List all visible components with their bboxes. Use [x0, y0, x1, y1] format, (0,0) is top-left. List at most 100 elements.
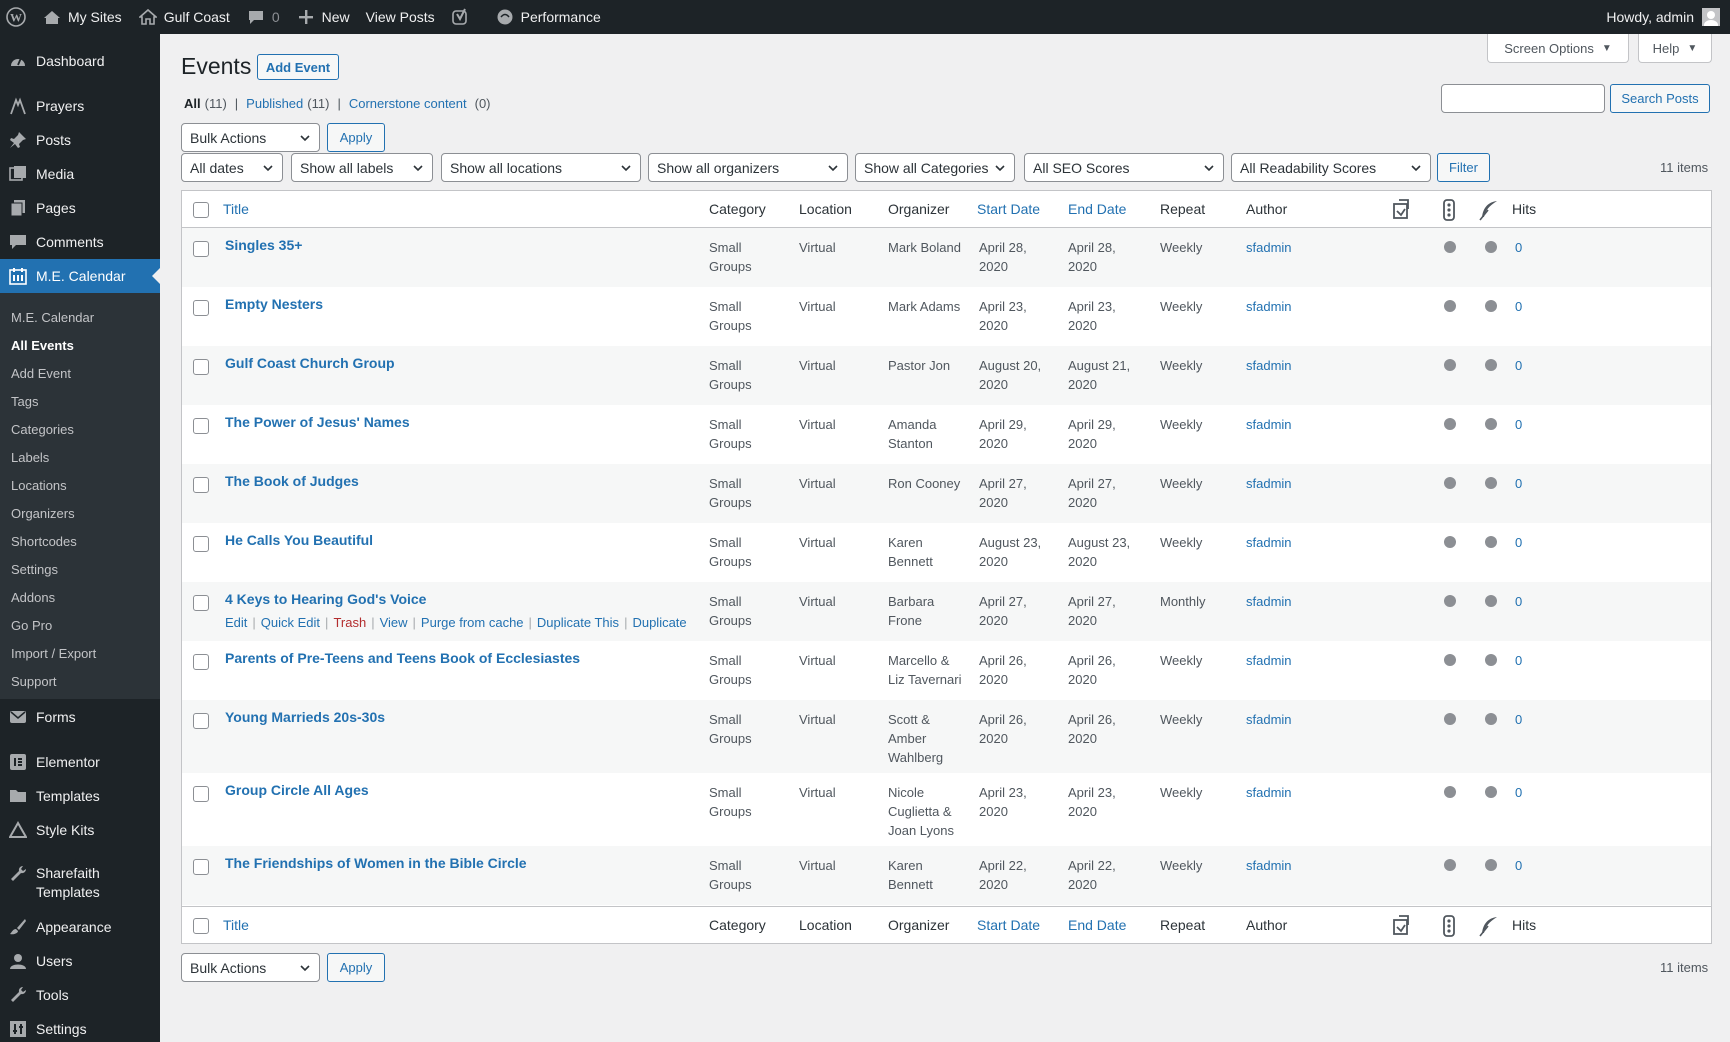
submenu-go-pro[interactable]: Go Pro [11, 618, 53, 633]
author-link[interactable]: sfadmin [1246, 594, 1292, 609]
author-link[interactable]: sfadmin [1246, 785, 1292, 800]
row-action-duplicate-this[interactable]: Duplicate This [536, 615, 620, 630]
view-published-link[interactable]: Published [246, 96, 304, 111]
row-checkbox[interactable] [193, 300, 209, 316]
hits-link[interactable]: 0 [1515, 358, 1523, 373]
hits-link[interactable]: 0 [1515, 785, 1523, 800]
event-title-link[interactable]: The Book of Judges [225, 473, 359, 489]
event-title-link[interactable]: 4 Keys to Hearing God's Voice [225, 591, 427, 607]
author-link[interactable]: sfadmin [1246, 653, 1292, 668]
new-content-menu[interactable]: New [288, 0, 358, 34]
site-name-menu[interactable]: Gulf Coast [130, 0, 238, 34]
author-link[interactable]: sfadmin [1246, 476, 1292, 491]
menu-pages[interactable]: Pages [0, 191, 160, 225]
menu-dashboard[interactable]: Dashboard [0, 44, 160, 78]
view-cornerstone-link[interactable]: Cornerstone content [348, 96, 467, 111]
menu-posts[interactable]: Posts [0, 123, 160, 157]
hits-link[interactable]: 0 [1515, 417, 1523, 432]
select-all-checkbox-footer[interactable] [193, 918, 209, 934]
submenu-labels[interactable]: Labels [11, 450, 50, 465]
submenu-organizers[interactable]: Organizers [11, 506, 75, 521]
column-title[interactable]: Title [223, 201, 249, 217]
hits-link[interactable]: 0 [1515, 240, 1523, 255]
my-sites-menu[interactable]: My Sites [34, 0, 130, 34]
author-link[interactable]: sfadmin [1246, 299, 1292, 314]
submenu-categories[interactable]: Categories [11, 422, 74, 437]
apply-button-bottom[interactable]: Apply [327, 953, 385, 982]
column-end-date[interactable]: End Date [1068, 201, 1127, 217]
menu-settings[interactable]: Settings [0, 1012, 160, 1042]
column-end-date-footer[interactable]: End Date [1068, 917, 1127, 933]
row-action-trash[interactable]: Trash [333, 615, 367, 630]
row-checkbox[interactable] [193, 595, 209, 611]
user-account-menu[interactable]: Howdy, admin [1598, 0, 1730, 34]
event-title-link[interactable]: Gulf Coast Church Group [225, 355, 395, 371]
row-action-edit[interactable]: Edit [225, 615, 248, 630]
help-button[interactable]: Help ▼ [1638, 34, 1712, 63]
categories-filter-select[interactable]: Show all Categories [855, 153, 1015, 182]
organizers-filter-select[interactable]: Show all organizers [648, 153, 848, 182]
menu-appearance[interactable]: Appearance [0, 910, 160, 944]
screen-options-button[interactable]: Screen Options ▼ [1487, 34, 1629, 63]
hits-link[interactable]: 0 [1515, 858, 1523, 873]
hits-link[interactable]: 0 [1515, 653, 1523, 668]
row-checkbox[interactable] [193, 654, 209, 670]
author-link[interactable]: sfadmin [1246, 712, 1292, 727]
select-all-checkbox[interactable] [193, 202, 209, 218]
author-link[interactable]: sfadmin [1246, 858, 1292, 873]
event-title-link[interactable]: The Friendships of Women in the Bible Ci… [225, 855, 527, 871]
bulk-actions-select-top[interactable]: Bulk Actions [181, 123, 320, 152]
row-checkbox[interactable] [193, 241, 209, 257]
column-title-footer[interactable]: Title [223, 917, 249, 933]
readability-scores-filter-select[interactable]: All Readability Scores [1231, 153, 1431, 182]
submenu-locations[interactable]: Locations [11, 478, 67, 493]
event-title-link[interactable]: Singles 35+ [225, 237, 303, 253]
submenu-support[interactable]: Support [11, 674, 57, 689]
row-action-duplicate[interactable]: Duplicate [632, 615, 687, 630]
menu-me-calendar[interactable]: M.E. Calendar [0, 259, 160, 293]
view-all-link[interactable]: All [184, 96, 201, 111]
menu-sharefaith-templates[interactable]: Sharefaith Templates [0, 864, 160, 910]
row-checkbox[interactable] [193, 713, 209, 729]
event-title-link[interactable]: The Power of Jesus' Names [225, 414, 410, 430]
filter-button[interactable]: Filter [1437, 153, 1490, 182]
menu-style-kits[interactable]: Style Kits [0, 813, 160, 847]
event-title-link[interactable]: Group Circle All Ages [225, 782, 369, 798]
author-link[interactable]: sfadmin [1246, 535, 1292, 550]
event-title-link[interactable]: Parents of Pre-Teens and Teens Book of E… [225, 650, 581, 666]
apply-button-top[interactable]: Apply [327, 123, 385, 152]
submenu-import-export[interactable]: Import / Export [11, 646, 97, 661]
menu-forms[interactable]: Forms [0, 700, 160, 734]
search-posts-button[interactable]: Search Posts [1610, 84, 1710, 113]
menu-prayers[interactable]: Prayers [0, 89, 160, 123]
row-action-view[interactable]: View [379, 615, 408, 630]
view-posts-link[interactable]: View Posts [358, 0, 443, 34]
comments-button[interactable]: 0 [238, 0, 288, 34]
hits-link[interactable]: 0 [1515, 535, 1523, 550]
hits-link[interactable]: 0 [1515, 594, 1523, 609]
column-start-date-footer[interactable]: Start Date [977, 917, 1041, 933]
row-action-quick-edit[interactable]: Quick Edit [260, 615, 321, 630]
row-checkbox[interactable] [193, 859, 209, 875]
hits-link[interactable]: 0 [1515, 712, 1523, 727]
performance-menu[interactable]: Performance [487, 0, 609, 34]
add-event-button[interactable]: Add Event [257, 54, 339, 80]
row-checkbox[interactable] [193, 359, 209, 375]
row-checkbox[interactable] [193, 786, 209, 802]
submenu-all-events[interactable]: All Events [11, 338, 74, 353]
hits-link[interactable]: 0 [1515, 299, 1523, 314]
author-link[interactable]: sfadmin [1246, 417, 1292, 432]
row-checkbox[interactable] [193, 477, 209, 493]
menu-users[interactable]: Users [0, 944, 160, 978]
menu-elementor[interactable]: Elementor [0, 745, 160, 779]
author-link[interactable]: sfadmin [1246, 240, 1292, 255]
menu-media[interactable]: Media [0, 157, 160, 191]
menu-tools[interactable]: Tools [0, 978, 160, 1012]
event-title-link[interactable]: He Calls You Beautiful [225, 532, 374, 548]
menu-comments[interactable]: Comments [0, 225, 160, 259]
labels-filter-select[interactable]: Show all labels [291, 153, 433, 182]
dates-filter-select[interactable]: All dates [181, 153, 283, 182]
submenu-tags[interactable]: Tags [11, 394, 39, 409]
submenu-settings[interactable]: Settings [11, 562, 58, 577]
author-link[interactable]: sfadmin [1246, 358, 1292, 373]
